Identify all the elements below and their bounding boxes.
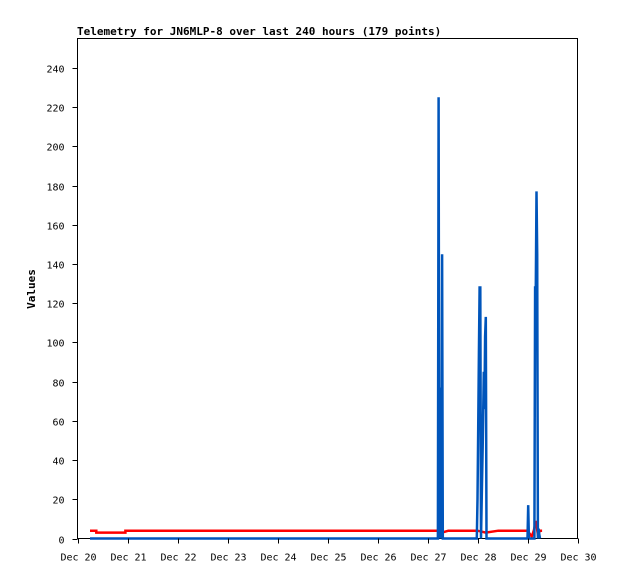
- x-tick-label: Dec 27: [410, 553, 446, 564]
- x-tick-label: Dec 28: [460, 553, 496, 564]
- y-tick-label: 0: [58, 536, 64, 547]
- x-tick-label: Dec 29: [510, 553, 546, 564]
- y-axis-label: Values: [25, 269, 38, 309]
- y-tick-label: 120: [46, 300, 64, 311]
- y-tick-label: 180: [46, 183, 64, 194]
- y-tick-label: 60: [52, 418, 64, 429]
- x-tick-label: Dec 24: [260, 553, 296, 564]
- x-tick-label: Dec 21: [110, 553, 146, 564]
- x-tick-label: Dec 25: [310, 553, 346, 564]
- x-tick-label: Dec 26: [360, 553, 396, 564]
- x-tick-label: Dec 20: [60, 553, 96, 564]
- y-tick-label: 100: [46, 339, 64, 350]
- y-tick-label: 140: [46, 261, 64, 272]
- y-tick-label: 80: [52, 379, 64, 390]
- y-tick-label: 160: [46, 222, 64, 233]
- series-layer: [90, 97, 543, 540]
- y-tick-label: 200: [46, 143, 64, 154]
- chart-title: Telemetry for JN6MLP-8 over last 240 hou…: [77, 25, 441, 38]
- y-tick-label: 220: [46, 104, 64, 115]
- x-tick-label: Dec 23: [210, 553, 246, 564]
- x-axis-ticks: Dec 20 Dec 21 Dec 22 Dec 23 Dec 24 Dec 25 Dec …: [60, 538, 597, 564]
- y-tick-label: 40: [52, 457, 64, 468]
- series-line-2: [90, 97, 542, 540]
- x-tick-label: Dec 30: [560, 553, 596, 564]
- y-axis-ticks: 0 20 40 60 80 100 120 140 160 180 200 220 240: [46, 65, 78, 547]
- y-tick-label: 20: [52, 496, 64, 507]
- x-tick-label: Dec 22: [160, 553, 196, 564]
- y-tick-label: 240: [46, 65, 64, 76]
